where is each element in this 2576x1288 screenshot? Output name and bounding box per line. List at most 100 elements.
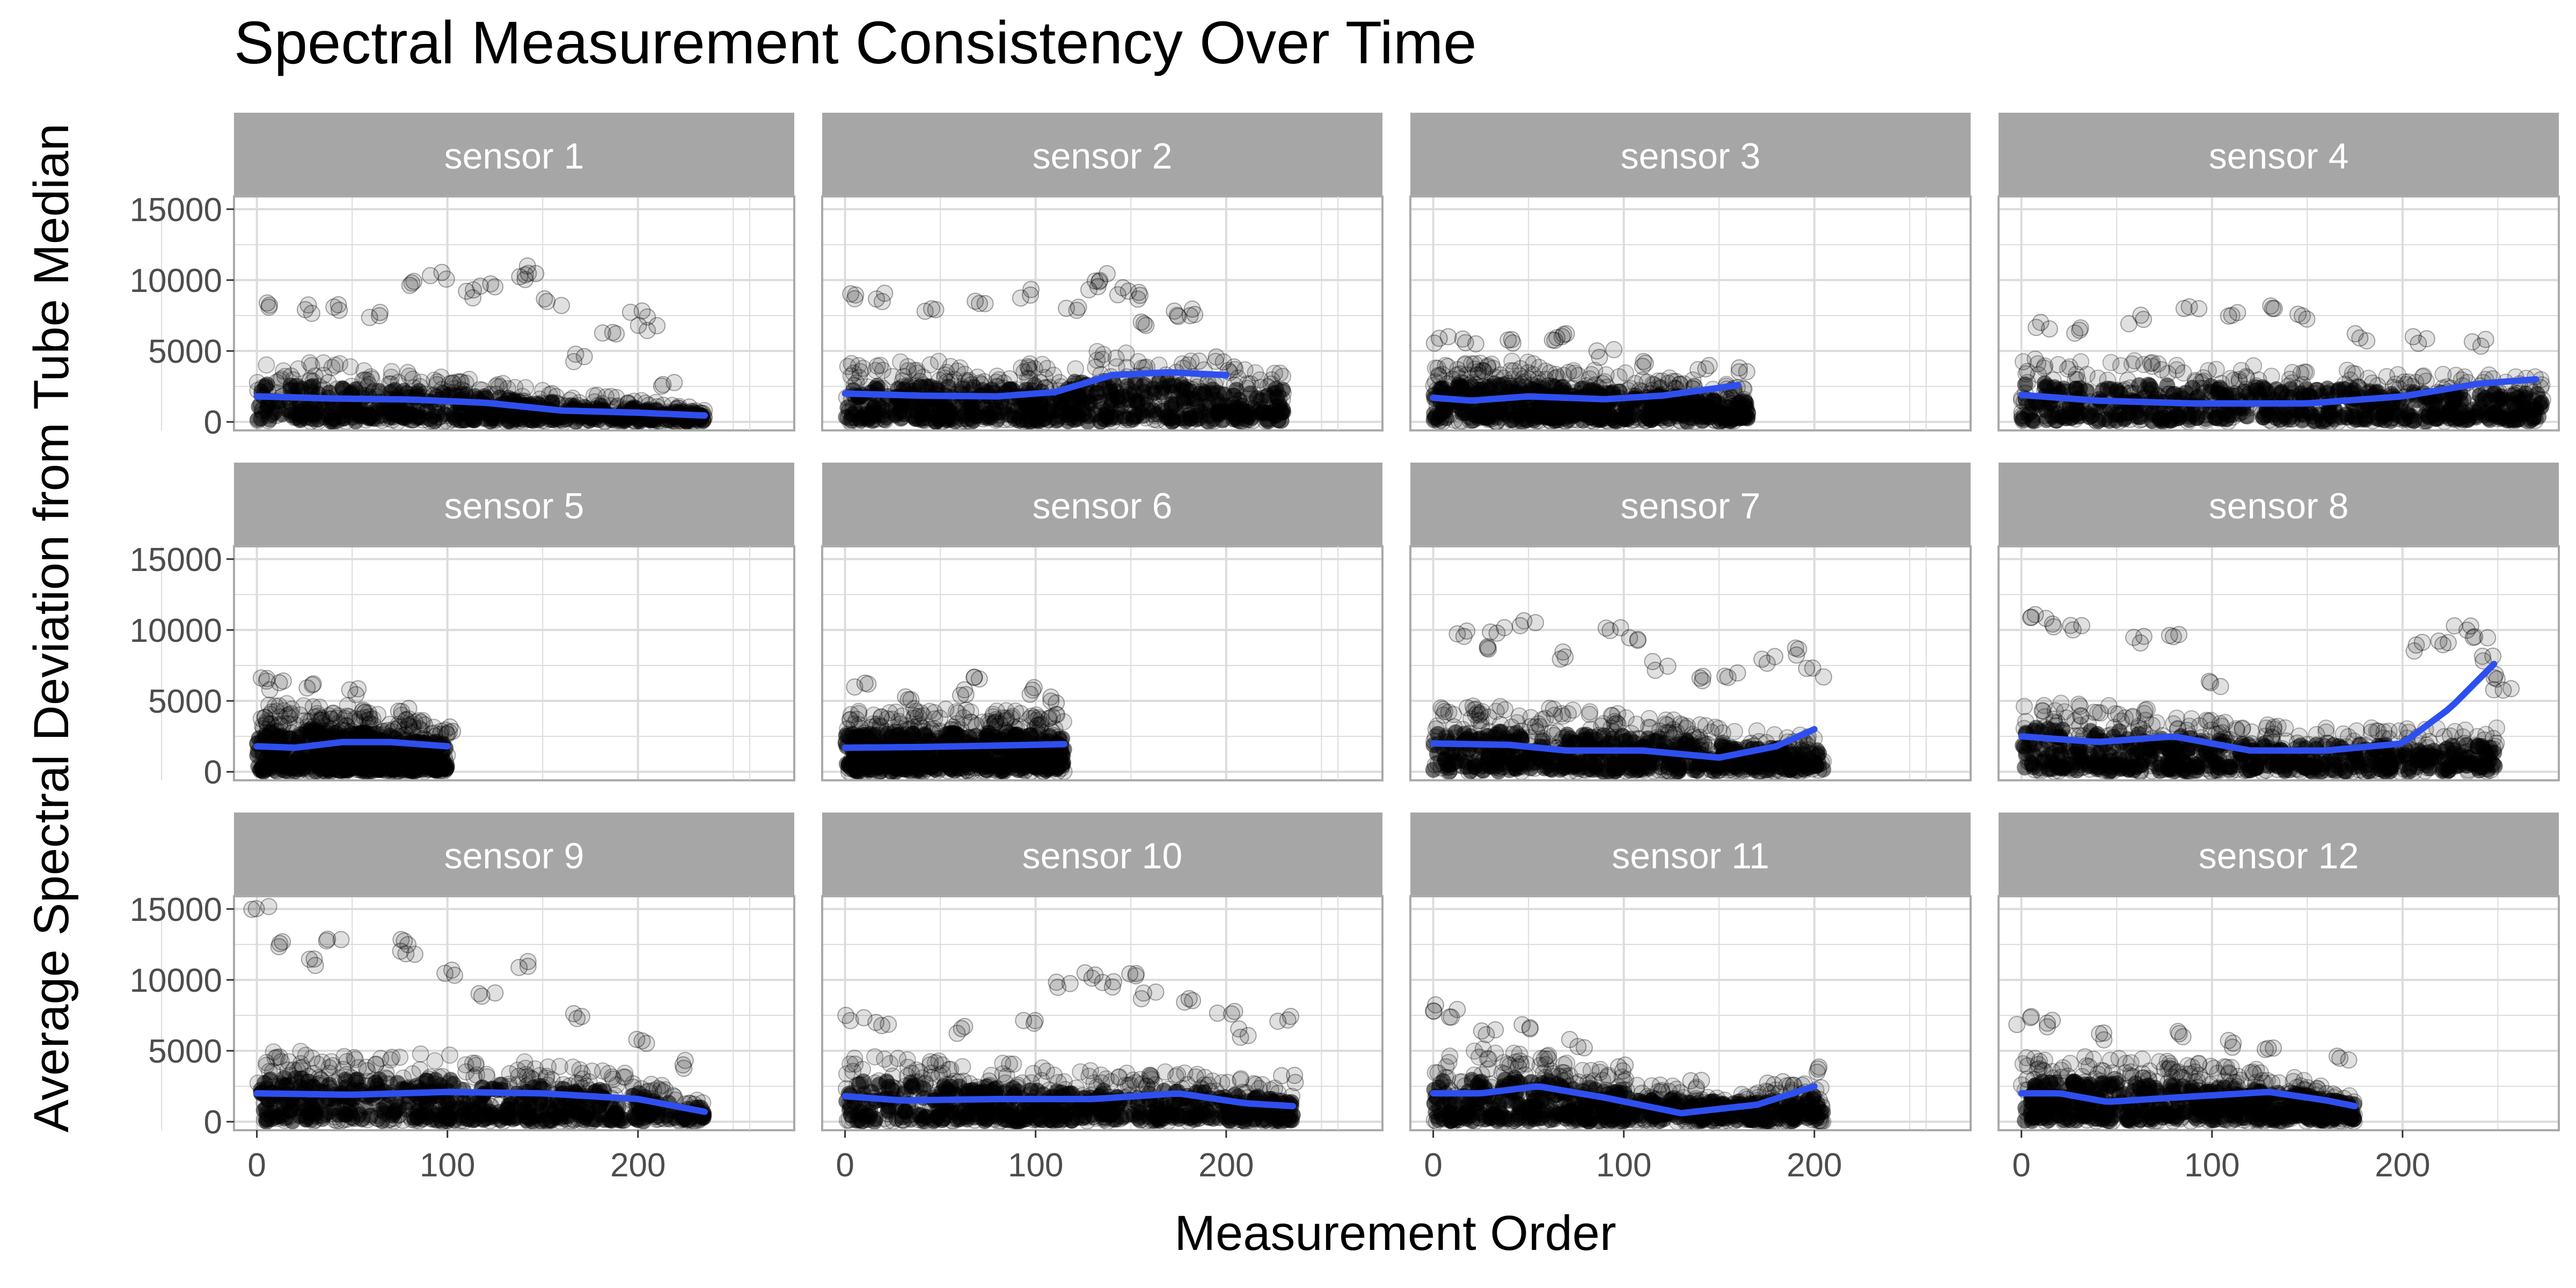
data-point	[2061, 358, 2079, 376]
outlier-point	[252, 669, 270, 687]
outlier-point	[258, 294, 276, 312]
outlier-point	[1689, 361, 1707, 378]
outlier-point	[1730, 363, 1748, 380]
data-point	[955, 709, 972, 727]
data-point	[908, 362, 926, 379]
data-point	[287, 406, 304, 423]
data-point	[838, 409, 854, 426]
outlier-point	[2410, 334, 2427, 352]
data-point	[2483, 406, 2500, 422]
data-point	[1739, 404, 1756, 421]
data-point	[931, 709, 949, 727]
data-point	[839, 357, 857, 375]
outlier-point	[2223, 306, 2241, 324]
data-point	[2292, 364, 2310, 382]
outlier-point	[2229, 304, 2246, 321]
data-point	[2224, 407, 2241, 423]
outlier-point	[565, 353, 583, 370]
data-point	[2282, 408, 2299, 425]
outlier-point	[441, 718, 459, 736]
data-point	[261, 411, 278, 428]
data-point	[859, 409, 875, 426]
outlier-point	[486, 278, 504, 296]
data-point	[414, 712, 432, 729]
data-point	[984, 706, 1002, 723]
data-point	[951, 359, 969, 377]
outlier-point	[1070, 298, 1087, 316]
data-point	[868, 357, 886, 375]
outlier-point	[1430, 330, 1448, 347]
outlier-point	[440, 723, 458, 741]
data-point	[1088, 352, 1106, 369]
data-point	[1502, 362, 1519, 379]
data-point	[385, 407, 401, 423]
data-point	[1700, 408, 1716, 425]
outlier-point	[2066, 324, 2084, 342]
data-point	[266, 697, 284, 715]
data-point	[404, 715, 422, 733]
data-point	[323, 358, 341, 376]
data-point	[2168, 356, 2186, 374]
data-point	[331, 355, 348, 372]
data-point	[930, 353, 947, 370]
data-point	[251, 398, 267, 415]
data-point	[1434, 404, 1451, 421]
data-point	[1225, 387, 1242, 404]
outlier-point	[967, 292, 984, 310]
data-point	[962, 411, 979, 427]
outlier-point	[458, 282, 475, 300]
data-point	[1117, 344, 1135, 362]
data-point	[1021, 355, 1038, 373]
scatter-points	[838, 265, 1292, 430]
outlier-point	[1553, 328, 1571, 346]
outlier-point	[2463, 333, 2481, 350]
outlier-point	[1546, 332, 1564, 349]
panel-border	[821, 195, 1384, 431]
data-point	[874, 362, 892, 379]
data-point	[1426, 359, 1444, 377]
outlier-point	[2346, 325, 2364, 342]
data-point	[850, 357, 867, 375]
data-point	[2159, 377, 2176, 394]
data-point	[854, 360, 872, 377]
outlier-point	[608, 325, 625, 343]
data-point	[314, 354, 332, 372]
outlier-point	[444, 722, 462, 740]
smooth-trend-line	[841, 369, 1230, 400]
outlier-point	[341, 681, 358, 699]
outlier-point	[370, 307, 388, 325]
data-point	[851, 363, 869, 380]
outlier-point	[575, 348, 593, 365]
outlier-point	[304, 675, 322, 693]
data-point	[399, 364, 416, 382]
data-point	[1004, 707, 1021, 725]
data-point	[272, 708, 289, 726]
data-point	[304, 698, 322, 715]
data-point	[2171, 409, 2188, 426]
data-point	[1556, 410, 1573, 427]
data-point	[330, 707, 348, 725]
data-point	[1616, 364, 1634, 382]
data-point	[319, 407, 336, 423]
data-point	[872, 356, 889, 374]
data-point	[1021, 361, 1038, 379]
data-point	[2059, 360, 2076, 378]
data-point	[341, 358, 359, 376]
outlier-point	[1504, 334, 1522, 352]
panel-border	[233, 545, 795, 781]
data-point	[281, 708, 298, 726]
outlier-point	[482, 275, 500, 292]
data-point	[282, 730, 299, 747]
outlier-point	[2262, 297, 2280, 315]
data-point	[1253, 392, 1269, 408]
outlier-point	[639, 308, 656, 326]
outlier-point	[976, 295, 994, 312]
data-point	[400, 367, 418, 385]
data-point	[892, 353, 910, 371]
data-point	[1714, 409, 1731, 426]
data-point	[1064, 406, 1081, 422]
outlier-point	[1086, 272, 1104, 290]
data-point	[2062, 405, 2079, 421]
data-point	[289, 360, 307, 378]
data-point	[2135, 356, 2153, 374]
